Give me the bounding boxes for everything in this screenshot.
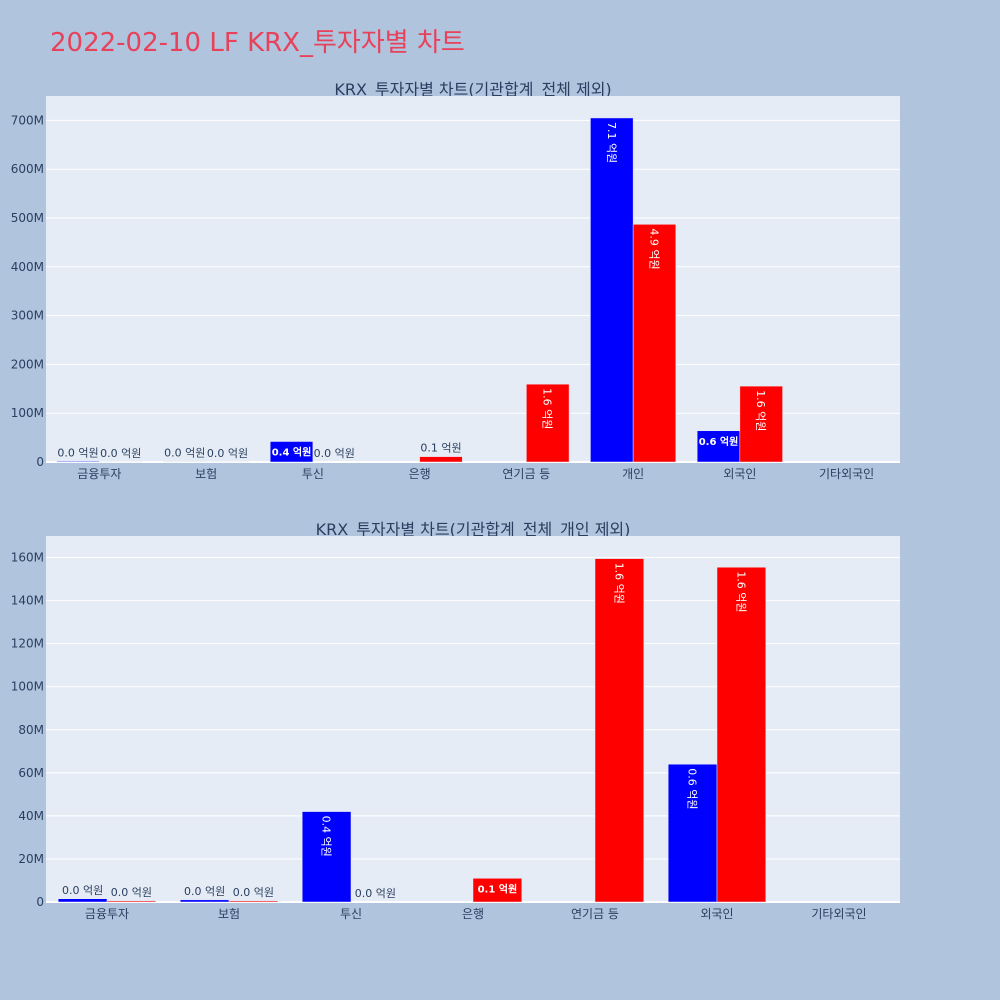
data-label: 0.0 억원 (233, 886, 274, 899)
data-label: 0.0 억원 (314, 447, 355, 460)
x-tick-label: 기타외국인 (819, 467, 874, 481)
bar (667, 763, 718, 903)
data-label: 0.1 억원 (478, 882, 518, 895)
y-tick-label: 100M (11, 680, 44, 694)
data-label: 4.9 억원 (647, 228, 660, 269)
bar (179, 899, 230, 903)
bar (419, 456, 463, 463)
y-tick-label: 0 (36, 455, 44, 469)
x-tick-label: 외국인 (700, 907, 733, 921)
y-tick-label: 300M (11, 309, 44, 323)
y-tick-label: 200M (11, 357, 44, 371)
y-tick-label: 600M (11, 162, 44, 176)
data-label: 0.6 억원 (699, 435, 739, 448)
bar (269, 441, 314, 463)
y-tick-label: 140M (11, 594, 44, 608)
y-tick-label: 500M (11, 211, 44, 225)
bar (696, 430, 741, 463)
chart-svg: KRX_투자자별 차트(기관합계_전체_개인 제외) 0 20M 40M 60M 80M 1… (11, 520, 900, 921)
bar (590, 117, 634, 463)
chart-title: KRX_투자자별 차트(기관합계_전체_개인 제외) (316, 520, 631, 540)
data-label: 0.0 억원 (355, 887, 396, 900)
data-label: 1.6 억원 (734, 571, 747, 612)
x-tick-label: 투신 (340, 907, 362, 921)
chart-investor-excl-individual: KRX_투자자별 차트(기관합계_전체_개인 제외) 0 20M 40M 60M 80M 1… (0, 512, 1000, 932)
bar (57, 898, 108, 903)
bar (594, 558, 645, 903)
x-tick-label: 외국인 (723, 467, 756, 481)
bar (739, 385, 783, 463)
data-label: 0.6 억원 (686, 768, 699, 809)
x-tick-label: 연기금 등 (571, 907, 619, 921)
x-tick-label: 보험 (218, 907, 240, 921)
y-tick-label: 20M (18, 852, 44, 866)
chart-title: KRX_투자자별 차트(기관합계_전체 제외) (334, 80, 611, 100)
data-label: 0.0 억원 (62, 884, 103, 897)
x-tick-label: 투신 (302, 467, 324, 481)
page-title: 2022-02-10 LF KRX_투자자별 차트 (50, 28, 465, 58)
data-label: 0.0 억원 (207, 447, 248, 460)
x-tick-label: 금융투자 (77, 467, 121, 481)
bar (106, 900, 157, 903)
data-label: 0.4 억원 (320, 816, 333, 857)
x-tick-label: 연기금 등 (502, 467, 550, 481)
y-tick-label: 700M (11, 113, 44, 127)
data-label: 0.4 억원 (272, 446, 312, 459)
bar (228, 900, 279, 903)
bar (301, 811, 352, 903)
bar (472, 878, 523, 903)
chart-investor-all: KRX_투자자별 차트(기관합계_전체 제외) 0 100M 200M 300M 400M… (0, 72, 1000, 482)
data-label: 1.6 억원 (541, 388, 554, 429)
bar (56, 461, 100, 463)
x-tick-label: 은행 (409, 466, 431, 481)
data-label: 0.0 억원 (100, 447, 141, 460)
x-tick-label: 기타외국인 (811, 907, 866, 921)
data-label: 0.0 억원 (111, 886, 152, 899)
y-tick-label: 120M (11, 637, 44, 651)
chart-svg: KRX_투자자별 차트(기관합계_전체 제외) 0 100M 200M 300M 400M… (11, 80, 900, 481)
data-label: 0.0 억원 (164, 447, 205, 460)
y-tick-label: 400M (11, 260, 44, 274)
data-label: 7.1 억원 (605, 122, 618, 163)
y-tick-label: 80M (18, 723, 44, 737)
data-label: 0.0 억원 (184, 885, 225, 898)
x-tick-label: 보험 (195, 467, 217, 481)
data-label: 0.0 억원 (57, 446, 98, 459)
y-tick-label: 0 (36, 895, 44, 909)
x-tick-label: 은행 (462, 906, 484, 921)
plot-area (46, 536, 900, 902)
bar (526, 383, 570, 463)
y-tick-label: 100M (11, 406, 44, 420)
x-tick-label: 금융투자 (85, 907, 129, 921)
y-tick-label: 160M (11, 551, 44, 565)
bar (716, 566, 767, 903)
bar (632, 224, 677, 463)
data-label: 1.6 억원 (754, 390, 767, 431)
data-label: 0.1 억원 (420, 442, 461, 455)
x-tick-label: 개인 (622, 467, 644, 481)
y-tick-label: 60M (18, 766, 44, 780)
y-tick-label: 40M (18, 809, 44, 823)
data-label: 1.6 억원 (612, 563, 625, 604)
